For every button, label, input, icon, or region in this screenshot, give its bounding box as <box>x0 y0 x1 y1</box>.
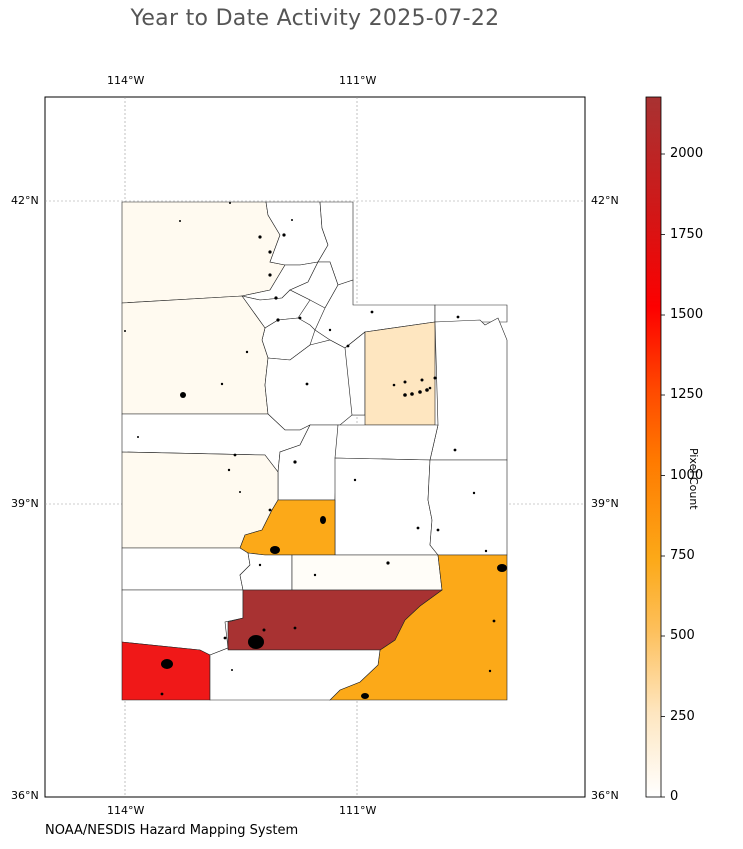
county-kane <box>209 647 381 701</box>
county-washington <box>121 641 211 701</box>
colorbar-tick-label: 0 <box>670 789 679 804</box>
county-tooele <box>121 295 269 415</box>
county-box-elder <box>121 201 286 304</box>
colorbar-label: Pixel Count <box>687 448 700 510</box>
county-wayne <box>291 554 443 591</box>
fire-detections <box>124 202 507 699</box>
lon-tick-bottom-111w: 111°W <box>339 804 377 817</box>
county-emery <box>334 457 439 556</box>
colorbar-tick-label: 750 <box>670 548 695 563</box>
colorbar-ticks <box>661 153 665 798</box>
colorbar <box>645 96 662 798</box>
colorbar-tick-label: 1750 <box>670 227 704 242</box>
fire-cluster-san-juan-south <box>361 693 369 699</box>
county-morgan <box>289 261 339 309</box>
lat-tick-right-39n: 39°N <box>591 497 619 510</box>
county-uintah <box>429 317 508 461</box>
counties <box>121 201 508 701</box>
colorbar-tick-label: 500 <box>670 628 695 643</box>
fire-cluster-san-juan-north <box>497 564 507 572</box>
lat-tick-right-36n: 36°N <box>591 789 619 802</box>
county-garfield <box>227 589 443 651</box>
lat-tick-left-36n: 36°N <box>11 789 39 802</box>
fire-cluster-sevier-south <box>270 546 280 554</box>
lat-tick-left-42n: 42°N <box>11 194 39 207</box>
map-title: Year to Date Activity 2025-07-22 <box>130 6 500 31</box>
lat-tick-right-42n: 42°N <box>591 194 619 207</box>
lon-tick-top-114w: 114°W <box>107 74 145 87</box>
county-carbon <box>334 424 439 461</box>
colorbar-tick-label: 250 <box>670 709 695 724</box>
fire-points-duchesne <box>392 376 437 397</box>
colorbar-tick-label: 1000 <box>670 468 704 483</box>
fire-cluster-garfield <box>248 635 264 649</box>
colorbar-tick-label: 1500 <box>670 307 704 322</box>
fire-cluster-tooele <box>180 392 186 398</box>
colorbar-tick-label: 1250 <box>670 387 704 402</box>
data-source-credit: NOAA/NESDIS Hazard Mapping System <box>45 823 299 838</box>
county-beaver <box>121 547 251 591</box>
fire-cluster-sevier-east <box>320 516 326 524</box>
lon-tick-bottom-114w: 114°W <box>107 804 145 817</box>
lon-tick-top-111w: 111°W <box>339 74 377 87</box>
colorbar-tick-label: 2000 <box>670 146 704 161</box>
lat-tick-left-39n: 39°N <box>11 497 39 510</box>
county-duchesne <box>364 321 436 426</box>
fire-points-misc <box>124 202 496 696</box>
county-daggett <box>434 304 508 323</box>
county-grand <box>427 459 508 556</box>
fire-cluster-washington <box>161 659 173 669</box>
